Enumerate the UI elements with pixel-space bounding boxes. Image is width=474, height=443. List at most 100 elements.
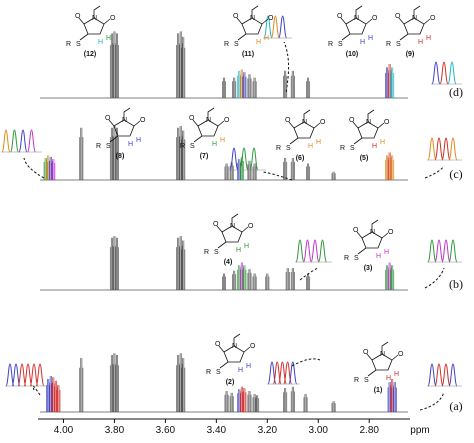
svg-text:O: O bbox=[75, 13, 81, 20]
peak bbox=[181, 36, 186, 98]
svg-text:N: N bbox=[412, 15, 417, 22]
svg-text:O: O bbox=[248, 223, 254, 230]
arrow-c-right bbox=[424, 165, 445, 179]
x-tick: 4.00 bbox=[54, 419, 74, 436]
svg-text:O: O bbox=[110, 15, 116, 22]
svg-text:H: H bbox=[426, 35, 431, 42]
svg-text:N: N bbox=[230, 223, 235, 230]
peak bbox=[283, 388, 288, 412]
svg-text:H: H bbox=[238, 367, 243, 374]
spectrum-a bbox=[40, 353, 408, 413]
svg-text:N: N bbox=[122, 117, 127, 124]
svg-text:H: H bbox=[106, 35, 111, 42]
arrow-a-mid bbox=[291, 358, 321, 367]
arrow-d-mid bbox=[283, 41, 290, 93]
spectrum-b bbox=[40, 236, 408, 291]
peak bbox=[115, 355, 119, 412]
x-axis-ticks: 4.00 3.80 3.60 3.40 3.20 3.00 2.80 bbox=[54, 419, 379, 436]
inset-a-mid bbox=[267, 361, 300, 385]
svg-text:N: N bbox=[302, 119, 307, 126]
svg-text:R: R bbox=[204, 249, 209, 256]
compound-label: (2) bbox=[226, 379, 235, 386]
peak bbox=[331, 401, 336, 412]
molecule-9: NO OSR HH(9) bbox=[386, 5, 436, 58]
arrow-a-right bbox=[419, 391, 445, 411]
svg-text:H: H bbox=[220, 137, 225, 144]
svg-text:H: H bbox=[128, 141, 133, 148]
svg-text:N: N bbox=[380, 351, 385, 358]
molecule-5: NO OSR HH(5) bbox=[340, 109, 390, 162]
svg-text:R: R bbox=[386, 41, 391, 48]
arrow-c-left bbox=[23, 157, 45, 179]
compound-label: (10) bbox=[346, 51, 358, 58]
svg-text:S: S bbox=[364, 377, 369, 384]
svg-text:S: S bbox=[214, 249, 219, 256]
svg-text:O: O bbox=[268, 15, 274, 22]
peak bbox=[252, 163, 257, 180]
peak bbox=[247, 160, 252, 180]
peak bbox=[222, 273, 226, 290]
svg-text:H: H bbox=[376, 253, 381, 260]
compound-label: (1) bbox=[374, 387, 383, 394]
svg-text:N: N bbox=[370, 229, 375, 236]
peak bbox=[181, 130, 186, 180]
arrow-a-left bbox=[32, 385, 41, 396]
x-tick: 3.60 bbox=[156, 419, 176, 436]
svg-text:R: R bbox=[206, 369, 211, 376]
svg-text:H: H bbox=[386, 375, 391, 382]
peak bbox=[255, 395, 260, 412]
x-tick-label: 4.00 bbox=[54, 425, 74, 436]
peak bbox=[224, 391, 229, 412]
peak bbox=[181, 240, 186, 290]
spectra-traces bbox=[40, 31, 408, 413]
peak bbox=[331, 171, 336, 180]
svg-text:H: H bbox=[98, 39, 103, 46]
peak bbox=[232, 270, 237, 290]
arrow-b-mid bbox=[299, 267, 319, 281]
panel-label: (c) bbox=[449, 167, 462, 181]
molecule-4: NO OSR HH(4) bbox=[204, 213, 254, 266]
svg-text:O: O bbox=[388, 229, 394, 236]
svg-text:O: O bbox=[105, 115, 111, 122]
peak bbox=[283, 158, 288, 180]
molecule-1: NO OSR HH(1) bbox=[354, 341, 404, 394]
peak bbox=[390, 67, 395, 98]
svg-text:O: O bbox=[398, 351, 404, 358]
peak bbox=[224, 163, 229, 180]
svg-text:H: H bbox=[360, 39, 365, 46]
svg-text:H: H bbox=[372, 143, 377, 150]
svg-text:N: N bbox=[206, 117, 211, 124]
svg-text:O: O bbox=[430, 15, 436, 22]
svg-text:R: R bbox=[180, 143, 185, 150]
inset-c-left bbox=[1, 129, 42, 153]
peak bbox=[390, 155, 395, 180]
inset-c-right bbox=[427, 137, 462, 161]
molecule-10: NO OSR HH(10) bbox=[328, 5, 378, 58]
svg-text:N: N bbox=[354, 15, 359, 22]
compound-label: (7) bbox=[200, 153, 209, 160]
svg-text:O: O bbox=[349, 117, 355, 124]
svg-text:R: R bbox=[224, 41, 229, 48]
x-tick: 2.80 bbox=[359, 419, 379, 436]
svg-text:S: S bbox=[396, 41, 401, 48]
panel-label: (b) bbox=[449, 277, 463, 291]
svg-text:S: S bbox=[190, 143, 195, 150]
svg-text:O: O bbox=[215, 341, 221, 348]
molecule-2: NO OSR HH(2) bbox=[206, 333, 256, 386]
compound-label: (11) bbox=[242, 51, 254, 58]
svg-text:O: O bbox=[384, 119, 390, 126]
peak bbox=[290, 268, 295, 290]
peak bbox=[290, 70, 295, 98]
peak bbox=[306, 273, 311, 290]
svg-text:O: O bbox=[140, 117, 146, 124]
x-tick-label: 3.40 bbox=[207, 425, 227, 436]
compound-label: (4) bbox=[224, 259, 233, 266]
inset-d-right bbox=[431, 61, 462, 85]
compound-label: (3) bbox=[364, 265, 373, 272]
svg-text:H: H bbox=[394, 371, 399, 378]
svg-text:S: S bbox=[350, 145, 355, 152]
peak bbox=[232, 77, 237, 98]
svg-text:H: H bbox=[264, 35, 269, 42]
peak bbox=[303, 394, 308, 412]
